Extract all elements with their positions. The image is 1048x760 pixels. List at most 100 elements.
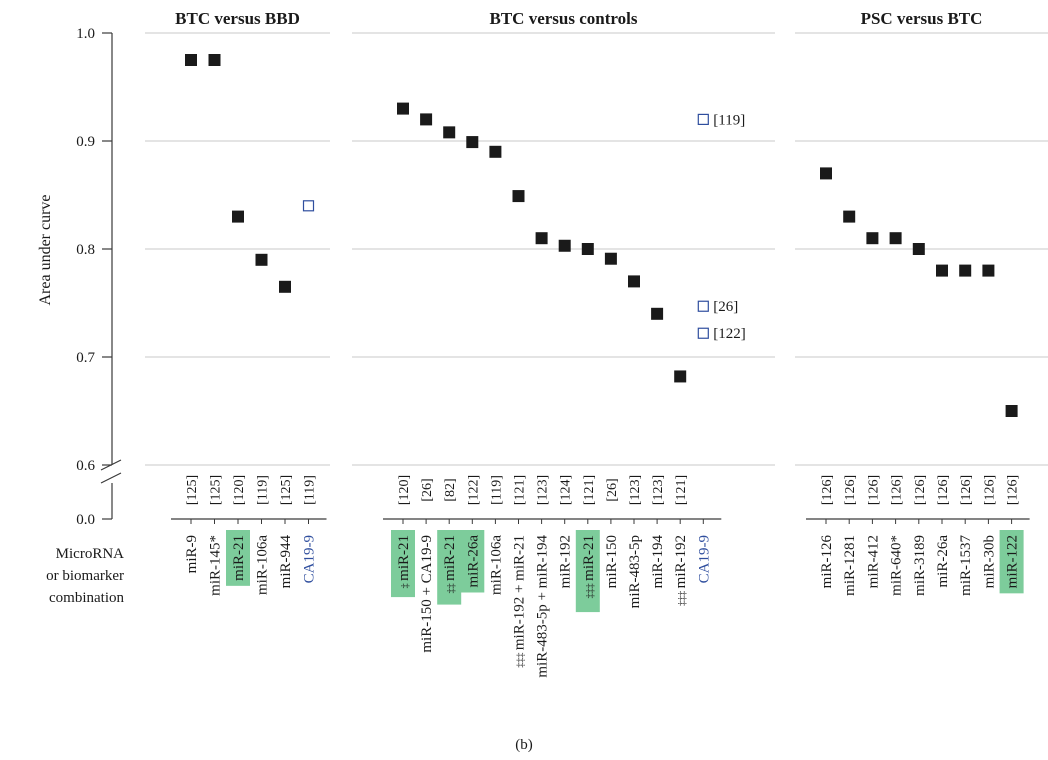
data-point <box>843 210 856 223</box>
label-highlight <box>437 530 462 605</box>
row-label: MicroRNA or biomarker combination <box>46 546 124 606</box>
reference-label: [120] <box>397 475 412 505</box>
y-tick-label: 0.7 <box>76 350 95 366</box>
data-point <box>279 280 291 293</box>
panel-2: BTC versus controls ‡ miR-21 [120] miR-150 … <box>383 9 746 678</box>
panel-1: BTC versus BBD miR-9 [125] miR-145* [125] miR… <box>171 9 327 596</box>
marker-label: miR-3189 <box>912 535 928 596</box>
label-prefix: ‡‡‡ <box>585 581 596 599</box>
row-label-line-2: or biomarker <box>46 568 124 584</box>
data-point <box>558 239 571 252</box>
reference-label: [126] <box>936 475 951 505</box>
marker-label: miR-483-5p <box>627 535 643 608</box>
marker-label: miR-9 <box>184 535 200 573</box>
data-point <box>255 253 268 266</box>
reference-label: [126] <box>890 475 905 505</box>
data-point <box>466 136 479 149</box>
row-label-line-1: MicroRNA <box>56 546 124 562</box>
data-point <box>866 232 879 245</box>
reference-label: [121] <box>513 475 528 505</box>
marker-label: ‡‡ miR-21 <box>442 535 458 593</box>
reference-label: [126] <box>982 475 997 505</box>
data-point <box>443 126 456 139</box>
row-label-line-3: combination <box>49 590 124 606</box>
open-marker <box>697 113 709 126</box>
reference-label: [126] <box>866 475 881 505</box>
axis-break <box>100 459 122 484</box>
figure-caption: (b) <box>515 737 533 753</box>
reference-label: [123] <box>651 475 666 505</box>
open-marker <box>697 300 709 312</box>
reference-label: [26] <box>420 478 435 501</box>
label-prefix: ‡‡‡ <box>516 650 527 668</box>
y-tick-label: 0.8 <box>76 242 95 258</box>
reference-label: [119] <box>303 475 318 505</box>
data-point <box>232 210 244 223</box>
reference-label: [126] <box>959 475 974 505</box>
label-highlight <box>226 530 250 586</box>
marker-label: miR-106a <box>255 535 271 595</box>
open-marker <box>697 327 709 339</box>
label-highlight <box>999 530 1024 594</box>
data-point <box>820 167 832 180</box>
marker-label: miR-192 <box>558 535 574 588</box>
reference-label: [126] <box>1006 475 1021 505</box>
data-point <box>535 232 548 245</box>
marker-label: ‡‡‡ miR-192 <box>673 535 689 606</box>
marker-label: miR-1537 <box>958 535 974 596</box>
marker-label: miR-194 <box>650 535 666 589</box>
marker-label: CA19-9 <box>696 535 712 583</box>
panel-title: BTC versus BBD <box>175 9 300 28</box>
panel-3: PSC versus BTC miR-126 [126] miR-1281 [126] m… <box>806 9 1030 596</box>
reference-label: [122] <box>466 475 481 505</box>
marker-label: miR-21 <box>231 535 247 581</box>
marker-label: miR-122 <box>1005 535 1021 588</box>
label-highlight <box>391 530 415 598</box>
annotation-reference: [119] <box>713 112 745 128</box>
reference-label: [125] <box>185 475 200 505</box>
data-point <box>628 275 640 288</box>
zero-tick-label: 0.0 <box>76 512 95 528</box>
marker-label: miR-640* <box>889 535 905 596</box>
label-highlight <box>575 530 600 613</box>
label-highlight <box>460 530 485 593</box>
marker-label: miR-483-5p + miR-194 <box>535 535 551 678</box>
label-prefix: ‡‡‡ <box>677 588 688 606</box>
marker-label: miR-30b <box>981 535 997 588</box>
panels: BTC versus BBD miR-9 [125] miR-145* [125] miR… <box>171 9 1030 678</box>
reference-label: [123] <box>536 475 551 505</box>
annotation-reference: [26] <box>713 299 738 315</box>
panel-title: BTC versus controls <box>490 9 638 28</box>
marker-label: ‡ miR-21 <box>396 535 412 588</box>
y-axis: Area under curve 0.0 1.0 0.9 0.8 0.7 0.6 <box>37 26 122 528</box>
gridlines <box>145 32 1048 466</box>
reference-label: [126] <box>820 475 835 505</box>
reference-label: [121] <box>582 475 597 505</box>
data-point <box>604 252 617 265</box>
y-tick-label: 0.9 <box>76 134 95 150</box>
y-axis-label: Area under curve <box>37 194 54 305</box>
data-point <box>420 113 433 126</box>
reference-label: [123] <box>628 475 643 505</box>
marker-label: CA19-9 <box>302 535 318 583</box>
reference-label: [119] <box>489 475 504 505</box>
data-point <box>185 54 197 66</box>
data-point <box>651 307 664 320</box>
data-point <box>674 370 687 383</box>
data-point <box>512 190 525 203</box>
marker-label: miR-1281 <box>842 535 858 596</box>
data-point <box>489 145 502 158</box>
label-prefix: ‡‡ <box>446 581 457 594</box>
reference-label: [119] <box>256 475 271 505</box>
reference-label: [125] <box>209 475 224 505</box>
marker-label: miR-150 <box>604 535 620 588</box>
data-point <box>581 243 594 255</box>
marker-label: ‡‡‡ miR-21 <box>581 535 597 598</box>
data-point <box>959 264 972 277</box>
y-tick-label: 0.6 <box>76 458 95 474</box>
marker-label: miR-150 + CA19-9 <box>419 535 435 653</box>
marker-label: miR-944 <box>278 535 294 589</box>
reference-label: [126] <box>913 475 928 505</box>
marker-label: miR-106a <box>488 535 504 595</box>
